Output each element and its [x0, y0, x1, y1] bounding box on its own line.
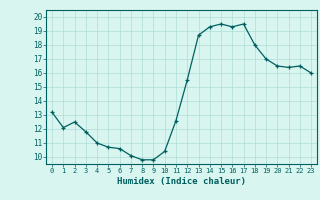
X-axis label: Humidex (Indice chaleur): Humidex (Indice chaleur): [117, 177, 246, 186]
